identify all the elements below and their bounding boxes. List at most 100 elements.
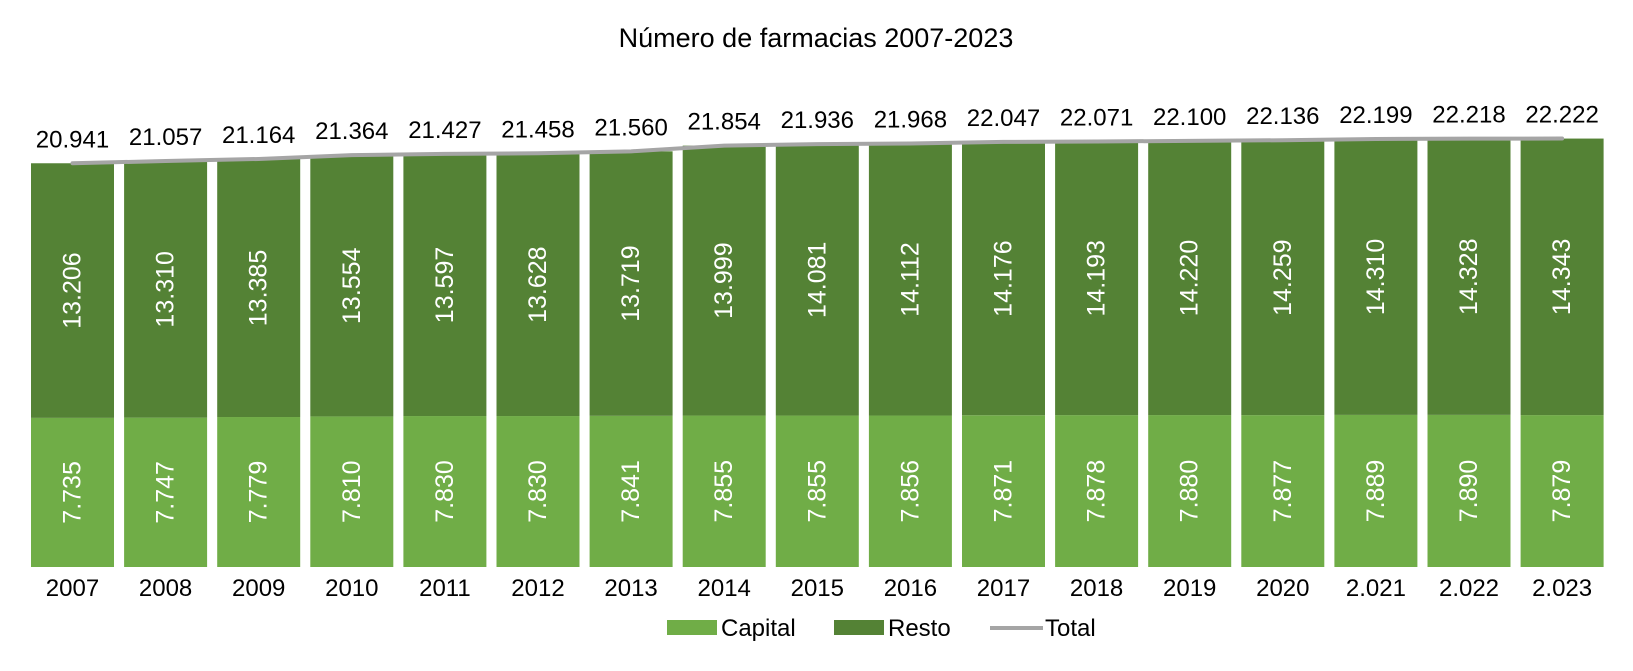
data-label-resto-2: 13.385 bbox=[245, 250, 273, 326]
data-label-capital-3: 7.810 bbox=[338, 460, 366, 523]
total-label-6: 21.560 bbox=[594, 114, 667, 141]
bar-capital-9 bbox=[868, 415, 952, 567]
total-label-14: 22.199 bbox=[1339, 102, 1412, 129]
data-label-resto-1: 13.310 bbox=[152, 251, 180, 327]
data-label-capital-11: 7.878 bbox=[1083, 460, 1111, 523]
data-label-capital-2: 7.779 bbox=[245, 461, 273, 524]
data-label-resto-11: 14.193 bbox=[1083, 240, 1111, 316]
legend-label-capital: Capital bbox=[721, 615, 796, 642]
data-label-capital-15: 7.890 bbox=[1455, 460, 1483, 523]
data-label-capital-7: 7.855 bbox=[710, 460, 738, 523]
bar-resto-12 bbox=[1148, 140, 1232, 416]
bar-resto-0 bbox=[31, 163, 114, 418]
total-label-3: 21.364 bbox=[315, 118, 388, 145]
category-label-9: 2016 bbox=[884, 575, 937, 602]
bar-resto-14 bbox=[1334, 139, 1418, 415]
category-label-12: 2019 bbox=[1163, 575, 1216, 602]
data-label-resto-13: 14.259 bbox=[1269, 239, 1297, 315]
data-label-capital-4: 7.830 bbox=[431, 460, 459, 523]
segment-labels-group: 7.735 13.206 7.747 13.310 7.779 13.385 7.810 13… bbox=[59, 239, 1577, 524]
data-label-resto-0: 13.206 bbox=[59, 252, 87, 328]
data-label-capital-6: 7.841 bbox=[617, 460, 645, 523]
bar-resto-4 bbox=[403, 153, 487, 417]
data-label-resto-9: 14.112 bbox=[896, 242, 924, 317]
total-label-10: 22.047 bbox=[967, 105, 1040, 132]
category-label-7: 2014 bbox=[698, 575, 751, 602]
bar-capital-0 bbox=[31, 417, 114, 567]
total-label-5: 21.458 bbox=[501, 116, 574, 143]
legend-swatch-capital bbox=[667, 620, 717, 635]
bar-capital-11 bbox=[1055, 415, 1139, 567]
data-label-capital-14: 7.889 bbox=[1362, 460, 1390, 523]
total-label-0: 20.941 bbox=[36, 126, 109, 153]
bar-capital-16 bbox=[1520, 415, 1604, 567]
category-label-15: 2.022 bbox=[1439, 575, 1499, 602]
data-label-capital-16: 7.879 bbox=[1548, 460, 1576, 523]
data-label-resto-4: 13.597 bbox=[431, 247, 459, 323]
category-label-8: 2015 bbox=[791, 575, 844, 602]
bar-resto-11 bbox=[1055, 141, 1139, 416]
bar-resto-3 bbox=[310, 155, 394, 417]
bar-capital-1 bbox=[124, 417, 208, 567]
category-label-4: 2011 bbox=[419, 575, 471, 602]
bars-group bbox=[31, 138, 1604, 567]
total-label-11: 22.071 bbox=[1060, 104, 1133, 131]
bar-capital-12 bbox=[1148, 415, 1232, 567]
data-label-capital-12: 7.880 bbox=[1176, 460, 1204, 523]
data-label-resto-5: 13.628 bbox=[524, 246, 552, 322]
bar-resto-10 bbox=[962, 141, 1045, 416]
data-label-capital-13: 7.877 bbox=[1269, 460, 1297, 523]
total-labels-group: 20.941 21.057 21.164 21.364 21.427 21.458 21.5… bbox=[36, 102, 1599, 154]
category-label-5: 2012 bbox=[511, 575, 564, 602]
bar-resto-2 bbox=[217, 158, 301, 418]
data-label-resto-10: 14.176 bbox=[990, 240, 1018, 316]
bar-capital-4 bbox=[403, 416, 487, 567]
legend-label-total: Total bbox=[1045, 615, 1096, 642]
bar-capital-15 bbox=[1427, 414, 1511, 567]
bar-capital-5 bbox=[496, 416, 580, 567]
total-label-1: 21.057 bbox=[129, 124, 202, 151]
category-label-0: 2007 bbox=[46, 575, 99, 602]
bar-resto-9 bbox=[868, 143, 952, 416]
total-label-7: 21.854 bbox=[687, 109, 760, 136]
bar-capital-2 bbox=[217, 417, 301, 567]
total-label-2: 21.164 bbox=[222, 122, 295, 149]
data-label-resto-16: 14.343 bbox=[1548, 239, 1576, 315]
total-label-16: 22.222 bbox=[1525, 102, 1598, 129]
category-label-10: 2017 bbox=[977, 575, 1030, 602]
total-line-group bbox=[70, 136, 1565, 166]
category-label-2: 2009 bbox=[232, 575, 285, 602]
bar-resto-8 bbox=[775, 144, 859, 416]
data-label-resto-6: 13.719 bbox=[617, 245, 645, 321]
bar-capital-8 bbox=[775, 415, 859, 567]
data-label-capital-8: 7.855 bbox=[803, 460, 831, 523]
category-label-13: 2020 bbox=[1256, 575, 1309, 602]
total-label-12: 22.100 bbox=[1153, 104, 1226, 131]
data-label-capital-9: 7.856 bbox=[896, 460, 924, 523]
total-line bbox=[70, 136, 1565, 166]
bar-resto-13 bbox=[1241, 140, 1325, 416]
total-label-15: 22.218 bbox=[1432, 102, 1505, 129]
legend-swatch-resto bbox=[834, 620, 884, 635]
category-label-16: 2.023 bbox=[1532, 575, 1592, 602]
total-label-4: 21.427 bbox=[408, 117, 481, 144]
chart-title: Número de farmacias 2007-2023 bbox=[619, 23, 1014, 53]
bar-capital-3 bbox=[310, 416, 394, 567]
data-label-resto-14: 14.310 bbox=[1362, 239, 1390, 315]
bar-capital-13 bbox=[1241, 415, 1325, 567]
bar-resto-5 bbox=[496, 153, 580, 417]
total-label-13: 22.136 bbox=[1246, 103, 1319, 130]
data-label-capital-10: 7.871 bbox=[990, 460, 1018, 523]
bar-resto-15 bbox=[1427, 138, 1511, 415]
bar-resto-1 bbox=[124, 161, 208, 418]
data-label-resto-12: 14.220 bbox=[1176, 240, 1204, 316]
legend-label-resto: Resto bbox=[888, 615, 951, 642]
bar-resto-16 bbox=[1520, 138, 1604, 416]
category-label-11: 2018 bbox=[1070, 575, 1123, 602]
total-label-9: 21.968 bbox=[874, 106, 947, 133]
category-labels-group: 2007 2008 2009 2010 2011 2012 2013 2014 2015 2016… bbox=[46, 575, 1592, 602]
category-label-1: 2008 bbox=[139, 575, 192, 602]
data-label-resto-15: 14.328 bbox=[1455, 239, 1483, 315]
